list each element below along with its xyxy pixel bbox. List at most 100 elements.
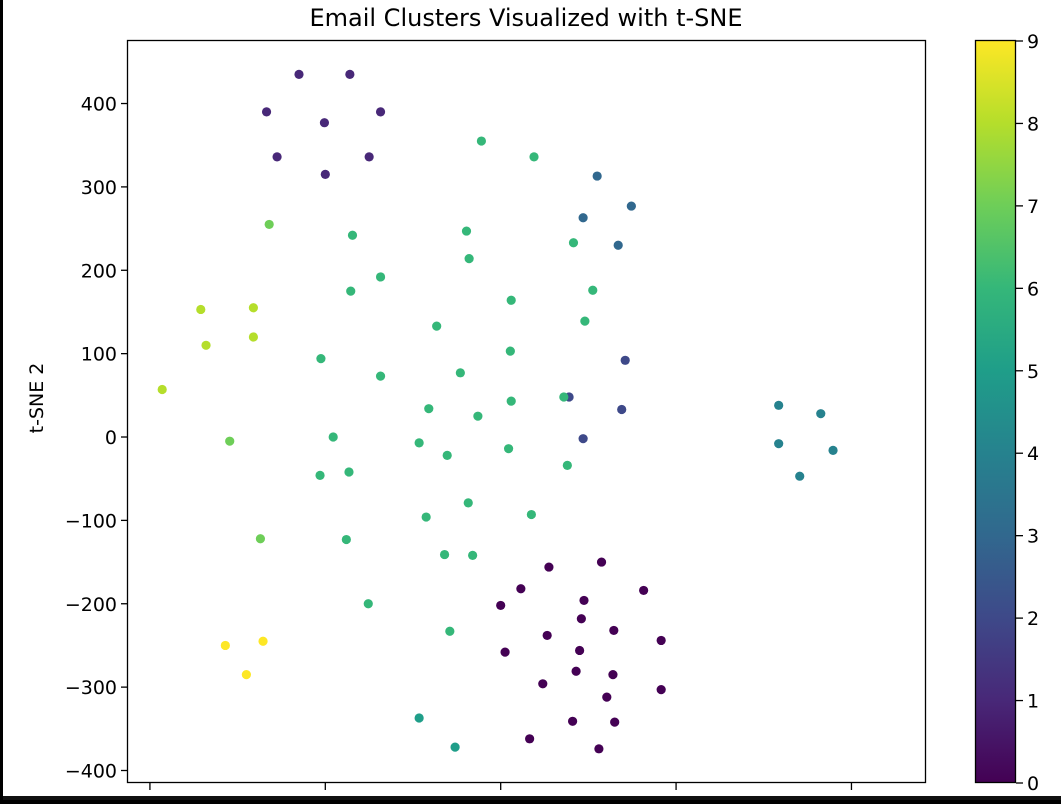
scatter-point: [442, 450, 452, 460]
y-tick-label: −300: [65, 677, 117, 699]
scatter-point: [248, 332, 258, 342]
scatter-point: [602, 692, 612, 702]
colorbar-tick-label: 0: [1027, 773, 1039, 795]
scatter-point: [461, 226, 472, 236]
scatter-point: [500, 647, 510, 657]
scatter-point: [225, 436, 235, 446]
scatter-point: [315, 470, 325, 480]
scatter-point: [613, 240, 623, 250]
scatter-point: [316, 354, 326, 364]
colorbar-tick-label: 8: [1027, 113, 1039, 135]
scatter-point: [594, 744, 604, 754]
scatter-point: [375, 371, 386, 381]
scatter-point: [328, 432, 338, 442]
scatter-point: [626, 201, 636, 211]
scatter-point: [432, 321, 442, 331]
scatter-point: [610, 717, 620, 727]
y-axis-ticks: 400 300 200 100 0 −100 −200 −300 −400: [65, 94, 128, 782]
scatter-point: [264, 219, 274, 230]
y-tick-label: 400: [81, 94, 117, 116]
colorbar-tick-label: 2: [1027, 608, 1039, 630]
y-tick-label: 0: [105, 427, 117, 449]
y-tick-label: 300: [81, 177, 117, 199]
scatter-point: [579, 595, 589, 606]
scatter-point: [320, 169, 330, 179]
scatter-point: [617, 404, 627, 415]
scatter-point: [639, 585, 649, 596]
scatter-point: [609, 625, 619, 636]
scatter-point: [255, 534, 266, 544]
scatter-point: [526, 509, 536, 520]
scatter-point: [468, 550, 478, 560]
y-tick-label: −200: [65, 594, 117, 616]
scatter-point: [538, 679, 548, 689]
scatter-point: [656, 685, 666, 695]
y-tick-label: 200: [81, 260, 117, 282]
scatter-point: [450, 742, 460, 752]
x-axis-ticks: [149, 783, 853, 790]
scatter-point: [476, 136, 486, 146]
scatter-point: [347, 230, 358, 240]
chart-title: Email Clusters Visualized with t-SNE: [309, 4, 742, 32]
scatter-point: [578, 213, 588, 223]
scatter-chart: Email Clusters Visualized with t-SNE t-S…: [26, 4, 1039, 795]
y-tick-label: 100: [81, 344, 117, 366]
scatter-point: [620, 355, 630, 365]
scatter-point: [272, 152, 282, 162]
scatter-point: [424, 404, 434, 414]
scatter-point: [562, 460, 572, 470]
scatter-point: [575, 645, 585, 656]
scatter-point: [578, 434, 588, 444]
scatter-point: [505, 346, 515, 356]
window-bottom-edge: [3, 796, 1061, 800]
scatter-point: [294, 69, 304, 79]
scatter-point: [258, 636, 268, 646]
scatter-point: [341, 534, 351, 545]
scatter-point: [544, 562, 554, 572]
scatter-point: [506, 295, 516, 305]
scatter-point: [588, 285, 598, 295]
chart-figure: Email Clusters Visualized with t-SNE t-S…: [3, 0, 1061, 800]
colorbar-tick-label: 3: [1027, 526, 1039, 548]
scatter-point: [319, 118, 330, 128]
scatter-point: [261, 107, 272, 117]
scatter-point: [464, 253, 474, 264]
scatter-point: [445, 626, 455, 636]
scatter-point: [656, 635, 666, 646]
scatter-point: [414, 713, 424, 723]
scatter-point: [196, 304, 206, 315]
scatter-point: [375, 107, 386, 117]
colorbar-tick-label: 1: [1027, 691, 1039, 713]
scatter-point: [496, 600, 506, 611]
scatter-point: [344, 467, 354, 477]
scatter-point: [364, 152, 374, 162]
scatter-point: [346, 286, 356, 296]
scatter-point: [580, 316, 590, 326]
colorbar-tick-label: 7: [1027, 196, 1039, 218]
scatter-point: [596, 557, 607, 567]
scatter-point: [473, 411, 483, 421]
scatter-point: [516, 584, 526, 594]
y-tick-label: −100: [65, 510, 117, 532]
scatter-point: [592, 171, 602, 181]
scatter-point: [455, 368, 465, 378]
scatter-point: [248, 303, 258, 313]
scatter-point: [608, 670, 618, 680]
scatter-point: [568, 716, 578, 726]
colorbar-tick-label: 4: [1027, 443, 1039, 465]
scatter-point: [220, 640, 230, 651]
colorbar-ticks: 0 1 2 3 4 5 6 7 8 9: [1016, 31, 1039, 795]
scatter-point: [421, 512, 431, 522]
data-points: [157, 69, 838, 754]
scatter-point: [774, 400, 784, 410]
plot-frame: [126, 39, 927, 784]
scatter-point: [241, 670, 251, 680]
scatter-point: [525, 734, 535, 744]
scatter-point: [463, 498, 473, 508]
scatter-point: [363, 599, 373, 609]
scatter-point: [795, 471, 805, 481]
colorbar: [974, 39, 1017, 784]
scatter-point: [816, 409, 826, 419]
scatter-point: [439, 549, 450, 560]
scatter-point: [503, 444, 514, 454]
